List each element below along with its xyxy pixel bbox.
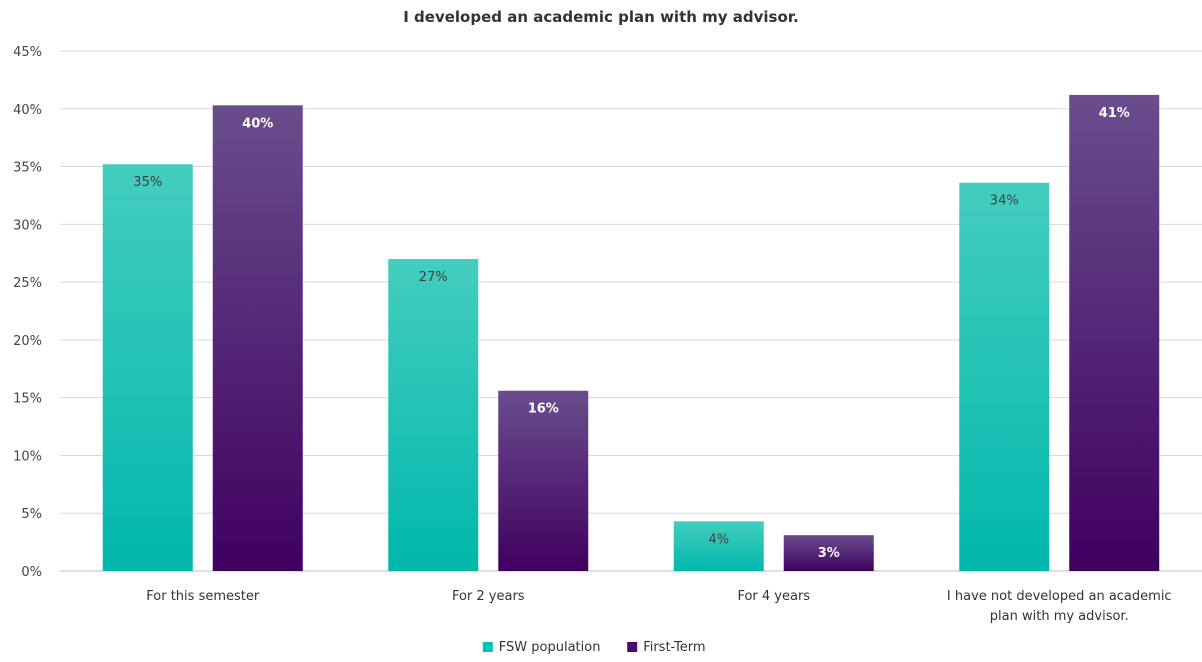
x-tick-label: plan with my advisor.: [990, 609, 1129, 624]
data-label: 4%: [708, 532, 729, 547]
x-tick-label: I have not developed an academic: [947, 589, 1172, 604]
legend-label: First-Term: [643, 640, 705, 655]
x-tick-label: For this semester: [146, 589, 260, 604]
x-tick-label: For 2 years: [452, 589, 525, 604]
bar-first-term: [498, 390, 589, 571]
x-axis: For this semester For 2 years For 4 years I…: [146, 589, 1171, 624]
bar-fsw-population: [959, 182, 1050, 571]
y-tick-label: 5%: [21, 507, 42, 522]
bar-first-term: [783, 535, 874, 571]
data-label: 3%: [818, 546, 840, 561]
data-label: 34%: [990, 194, 1019, 209]
data-label: 41%: [1099, 106, 1130, 121]
data-label: 40%: [242, 116, 273, 131]
bars: 35% 40% 27% 16% 4% 3% 34% 41%: [102, 94, 1160, 572]
bar-fsw-population: [673, 521, 764, 571]
legend: FSW population First-Term: [482, 640, 706, 655]
bar-first-term: [1069, 94, 1160, 572]
legend-swatch: [482, 642, 493, 652]
data-label: 27%: [419, 270, 448, 285]
y-tick-label: 20%: [13, 334, 42, 349]
chart-title: I developed an academic plan with my adv…: [403, 8, 799, 26]
y-tick-label: 15%: [13, 392, 42, 407]
bar-first-term: [212, 105, 303, 572]
y-tick-label: 45%: [13, 45, 42, 60]
y-tick-label: 35%: [13, 161, 42, 176]
legend-swatch: [627, 642, 638, 652]
y-tick-label: 10%: [13, 449, 42, 464]
legend-label: FSW population: [499, 640, 601, 655]
bar-fsw-population: [388, 259, 479, 571]
bar-fsw-population: [102, 164, 193, 571]
data-label: 35%: [133, 175, 162, 190]
y-tick-label: 30%: [13, 218, 42, 233]
y-tick-label: 25%: [13, 276, 42, 291]
y-tick-label: 0%: [21, 565, 42, 580]
y-tick-label: 40%: [13, 103, 42, 118]
x-tick-label: For 4 years: [737, 589, 810, 604]
y-axis: 0% 5% 10% 15% 20% 25% 30% 35% 40% 45%: [13, 45, 42, 580]
data-label: 16%: [528, 402, 559, 417]
